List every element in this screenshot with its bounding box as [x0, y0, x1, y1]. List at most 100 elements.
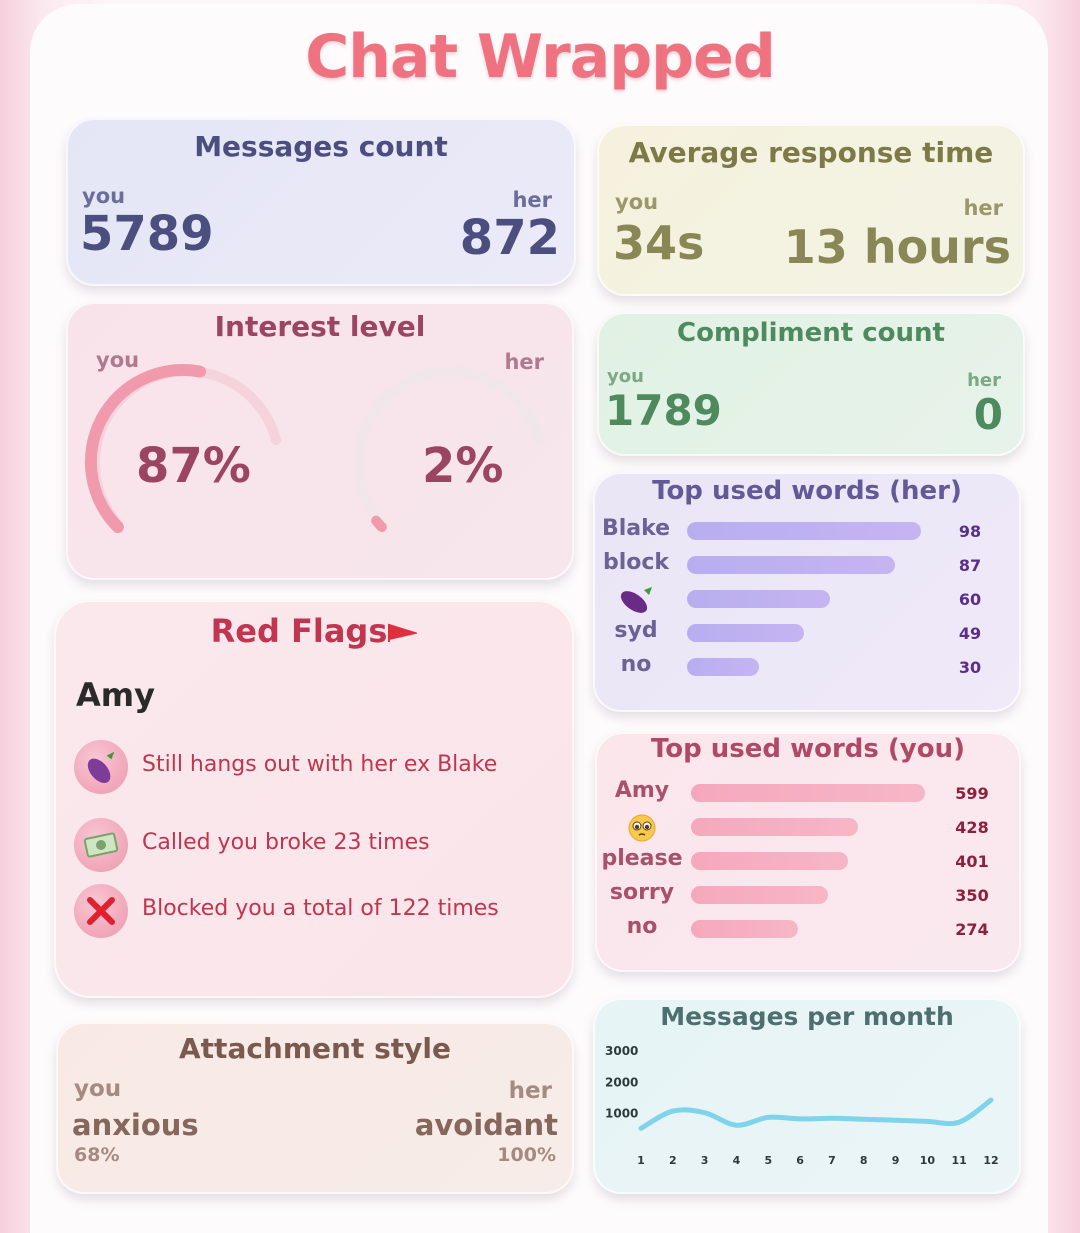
her-interest-value: 2% — [422, 438, 504, 494]
word-bar — [687, 556, 895, 574]
word-count: 599 — [955, 784, 989, 803]
you-messages-value: 5789 — [80, 206, 214, 262]
x-tick-label: 7 — [828, 1154, 836, 1167]
x-tick-label: 2 — [669, 1154, 677, 1167]
response-time-title: Average response time — [628, 136, 994, 169]
word-label: no — [626, 914, 658, 939]
x-tick-label: 5 — [764, 1154, 772, 1167]
her-attachment-percent: 100% — [497, 1144, 556, 1166]
word-label: no — [620, 652, 652, 677]
you-label: you — [74, 1076, 122, 1102]
compliment-count-title: Compliment count — [677, 318, 945, 348]
interest-level-card: Interest level you her 87% 2% — [66, 302, 574, 580]
chart-title: Messages per month — [660, 1002, 954, 1031]
her-attachment-style: avoidant — [414, 1108, 558, 1142]
red-flag-text: Called you broke 23 times — [142, 830, 430, 855]
messages-per-month-card: Messages per month 3000 2000 1000 1 2 3 4 5 6 7 8 9… — [593, 998, 1021, 1194]
you-label: you — [82, 184, 126, 208]
red-flag-item: Blocked you a total of 122 times — [74, 884, 554, 940]
y-tick-label: 3000 — [605, 1044, 638, 1058]
red-flag-text: Still hangs out with her ex Blake — [142, 752, 498, 777]
red-flag-item: Called you broke 23 times — [74, 818, 554, 874]
eggplant-icon — [591, 584, 681, 622]
word-row: syd 49 — [593, 618, 1021, 648]
compliment-count-card: Compliment count you her 1789 0 — [597, 312, 1025, 456]
word-count: 30 — [958, 658, 982, 677]
word-label: Amy — [614, 778, 670, 803]
her-label: her — [512, 188, 552, 212]
x-tick-label: 4 — [733, 1154, 741, 1167]
red-flag-text: Blocked you a total of 122 times — [142, 896, 499, 921]
response-time-card: Average response time you her 34s 13 hou… — [597, 124, 1025, 296]
word-row: no 274 — [595, 914, 1021, 944]
word-count: 350 — [955, 886, 989, 905]
top-words-her-title: Top used words (her) — [652, 476, 962, 506]
x-tick-label: 6 — [796, 1154, 804, 1167]
word-label: sorry — [609, 880, 675, 905]
word-label: syd — [614, 618, 658, 643]
word-count: 428 — [955, 818, 989, 837]
word-bar — [691, 920, 799, 938]
word-bar — [687, 658, 759, 676]
word-bar — [691, 852, 848, 870]
red-flags-title: Red Flags — [210, 612, 388, 650]
x-tick-label: 9 — [892, 1154, 900, 1167]
attachment-style-title: Attachment style — [179, 1032, 451, 1065]
y-tick-label: 1000 — [605, 1107, 638, 1121]
word-row: sorry 350 — [595, 880, 1021, 910]
red-flags-heading: Red Flags — [54, 612, 574, 650]
her-messages-value: 872 — [459, 210, 560, 266]
page-title: Chat Wrapped — [305, 22, 776, 92]
you-attachment-percent: 68% — [74, 1144, 120, 1166]
word-row: please 401 — [595, 846, 1021, 876]
red-flags-name: Amy — [76, 676, 155, 714]
word-count: 98 — [958, 522, 982, 541]
word-row: block 87 — [593, 550, 1021, 580]
word-row: Amy 599 — [595, 778, 1021, 808]
eggplant-icon — [74, 740, 128, 794]
you-label: you — [96, 348, 140, 372]
x-tick-label: 1 — [637, 1154, 645, 1167]
word-label: block — [602, 550, 670, 575]
her-gauge-track — [354, 366, 545, 529]
word-bar — [691, 886, 828, 904]
red-flags-card: Red Flags Amy Still hangs out with her e… — [54, 600, 574, 998]
word-row: 60 — [593, 584, 1021, 614]
word-bar — [691, 784, 925, 802]
you-gauge-fill — [84, 364, 206, 534]
cross-mark-icon — [74, 884, 128, 938]
her-compliment-value: 0 — [973, 390, 1003, 439]
messages-count-title: Messages count — [194, 130, 448, 163]
you-label: you — [615, 190, 659, 214]
you-response-value: 34s — [613, 216, 705, 270]
her-label: her — [963, 196, 1003, 220]
word-bar — [687, 590, 831, 608]
her-gauge-fill — [371, 515, 387, 533]
her-label: her — [508, 1078, 552, 1104]
x-tick-label: 8 — [860, 1154, 868, 1167]
word-count: 60 — [958, 590, 982, 609]
top-words-you-title: Top used words (you) — [650, 734, 966, 764]
top-words-her-card: Top used words (her) Blake 98 block 87 60 syd… — [593, 472, 1021, 712]
x-tick-label: 12 — [983, 1154, 998, 1167]
money-icon — [74, 818, 128, 872]
her-response-value: 13 hours — [783, 220, 1011, 274]
word-row: no 30 — [593, 652, 1021, 682]
you-label: you — [607, 366, 644, 387]
interest-gauges — [84, 364, 545, 534]
word-count: 401 — [955, 852, 989, 871]
her-label: her — [967, 370, 1001, 391]
word-label: please — [601, 846, 683, 871]
word-label: Blake — [601, 516, 671, 541]
word-bar — [687, 522, 921, 540]
word-count: 49 — [958, 624, 982, 643]
y-tick-label: 2000 — [605, 1075, 638, 1089]
word-count: 87 — [958, 556, 982, 575]
word-row: 428 — [595, 812, 1021, 842]
word-bar — [687, 624, 804, 642]
word-row: Blake 98 — [593, 516, 1021, 546]
series-line — [638, 1097, 994, 1131]
pleading-face-icon — [597, 812, 687, 850]
you-compliment-value: 1789 — [605, 386, 722, 435]
